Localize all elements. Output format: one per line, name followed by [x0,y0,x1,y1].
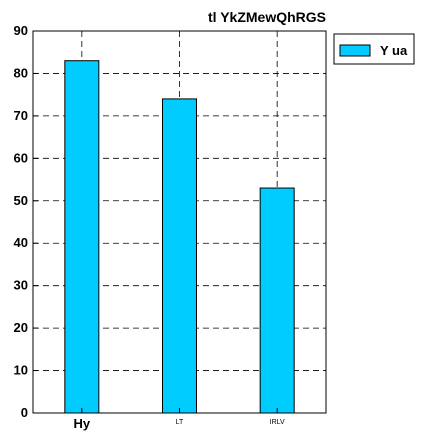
legend: Y ua [333,33,415,65]
y-tick-label: 20 [14,320,28,335]
y-tick-label: 60 [14,150,28,165]
bars [64,60,295,414]
chart-title: tl YkZMewQhRGS [208,9,326,25]
y-tick-label: 50 [14,193,28,208]
bar-lt [162,98,197,414]
y-tick-label: 80 [14,65,28,80]
x-tick-label: LT [176,419,184,426]
legend-label: Y ua [380,43,408,58]
y-axis-ticks: 0 10 20 30 40 50 60 70 80 90 [14,23,38,420]
x-axis-ticks: Hy LT IRLV [74,408,285,431]
y-tick-label: 30 [14,278,28,293]
bar-irlv [259,187,295,414]
legend-swatch [339,44,371,57]
y-tick-label: 0 [21,405,28,420]
y-tick-label: 90 [14,23,28,38]
x-tick-label: Hy [74,416,91,431]
y-tick-label: 40 [14,235,28,250]
x-tick-label: IRLV [270,419,285,426]
bar-hy [64,60,100,414]
y-tick-label: 70 [14,108,28,123]
y-tick-label: 10 [14,363,28,378]
